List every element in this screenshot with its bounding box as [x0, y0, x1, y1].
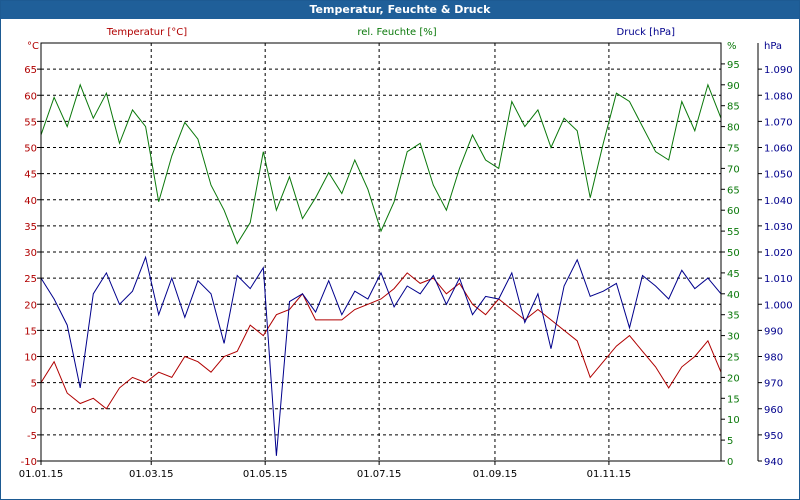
- pressure-axis: 940 950 960 970 980 990 1.000 1.010 1.020 1.030 1.…: [757, 41, 793, 468]
- grid-lines: [40, 43, 721, 462]
- x-tick-label: 01.05.15: [243, 469, 288, 480]
- pressure-tick-label: 1.030: [764, 222, 793, 233]
- chart-title: Temperatur, Feuchte & Druck: [1, 1, 799, 19]
- humidity-tick-label: 15: [727, 394, 740, 405]
- temperature-series-label: Temperatur [°C]: [106, 27, 187, 38]
- pressure-series-line: [40, 255, 722, 456]
- x-tick-label: 01.03.15: [129, 469, 174, 480]
- temperature-tick-label: 30: [24, 248, 37, 259]
- temperature-tick-label: 60: [24, 91, 37, 102]
- pressure-tick-label: 1.070: [764, 117, 793, 128]
- temperature-tick-label: 35: [24, 222, 37, 233]
- pressure-tick-label: 1.090: [764, 65, 793, 76]
- pressure-tick-label: 960: [764, 405, 783, 416]
- humidity-tick-label: 65: [727, 185, 740, 196]
- temperature-tick-label: 20: [24, 300, 37, 311]
- pressure-tick-label: 1.040: [764, 196, 793, 207]
- temperature-tick-label: 65: [24, 65, 37, 76]
- humidity-tick-label: 40: [727, 290, 740, 301]
- x-tick-label: 01.01.15: [19, 469, 64, 480]
- x-tick-label: 01.07.15: [357, 469, 402, 480]
- x-tick-label: 01.11.15: [587, 469, 632, 480]
- humidity-tick-label: 5: [727, 436, 733, 447]
- temperature-tick-label: 15: [24, 326, 37, 337]
- pressure-tick-label: 980: [764, 353, 783, 364]
- humidity-tick-label: 75: [727, 144, 740, 155]
- humidity-tick-label: 90: [727, 81, 740, 92]
- x-tick-label: 01.09.15: [473, 469, 518, 480]
- humidity-tick-label: 85: [727, 102, 740, 113]
- humidity-tick-label: 55: [727, 227, 740, 238]
- temperature-tick-label: 50: [24, 144, 37, 155]
- temperature-tick-label: 40: [24, 196, 37, 207]
- humidity-tick-label: 25: [727, 353, 740, 364]
- pressure-tick-label: 1.020: [764, 248, 793, 259]
- plot-frame: [40, 42, 722, 462]
- temperature-series-line: [40, 272, 722, 410]
- humidity-axis: 0 5 10 15 20 25 30 35 40 45 50 55 60 65 70 75 80 85 90 95%: [721, 41, 740, 468]
- humidity-series-line: [40, 83, 722, 245]
- temperature-tick-label: 55: [24, 117, 37, 128]
- pressure-tick-label: 970: [764, 379, 783, 390]
- temperature-axis: -10 -5 0 5 10 15 20 25 30 35 40 45 50 55 60 65 °C: [21, 41, 41, 468]
- humidity-tick-label: 50: [727, 248, 740, 259]
- temperature-unit-label: °C: [27, 41, 39, 52]
- pressure-tick-label: 1.060: [764, 144, 793, 155]
- pressure-series-label: Druck [hPa]: [617, 27, 676, 38]
- humidity-tick-label: 80: [727, 123, 740, 134]
- humidity-tick-label: 45: [727, 269, 740, 280]
- pressure-tick-label: 1.010: [764, 274, 793, 285]
- series-lines: [40, 83, 722, 456]
- humidity-unit-label: %: [727, 41, 737, 52]
- temperature-tick-label: -5: [27, 431, 37, 442]
- pressure-tick-label: 1.000: [764, 300, 793, 311]
- pressure-tick-label: 940: [764, 457, 783, 468]
- humidity-tick-label: 70: [727, 164, 740, 175]
- temperature-tick-label: 45: [24, 170, 37, 181]
- humidity-tick-label: 95: [727, 60, 740, 71]
- humidity-tick-label: 10: [727, 415, 740, 426]
- humidity-tick-label: 30: [727, 332, 740, 343]
- temperature-tick-label: 10: [24, 353, 37, 364]
- humidity-tick-label: 0: [727, 457, 733, 468]
- pressure-tick-label: 990: [764, 326, 783, 337]
- temperature-tick-label: 25: [24, 274, 37, 285]
- x-axis: 01.01.15 01.03.15 01.05.15 01.07.15 01.09.15…: [19, 461, 631, 480]
- pressure-tick-label: 950: [764, 431, 783, 442]
- pressure-tick-label: 1.050: [764, 170, 793, 181]
- temperature-tick-label: 5: [31, 379, 37, 390]
- humidity-series-label: rel. Feuchte [%]: [357, 27, 436, 38]
- humidity-tick-label: 60: [727, 206, 740, 217]
- humidity-tick-label: 20: [727, 373, 740, 384]
- humidity-tick-label: 35: [727, 311, 740, 322]
- pressure-tick-label: 1.080: [764, 91, 793, 102]
- temperature-tick-label: 0: [31, 405, 37, 416]
- temperature-tick-label: -10: [21, 457, 37, 468]
- pressure-unit-label: hPa: [764, 41, 782, 52]
- series-labels: Temperatur [°C] rel. Feuchte [%] Druck [hP…: [106, 27, 675, 38]
